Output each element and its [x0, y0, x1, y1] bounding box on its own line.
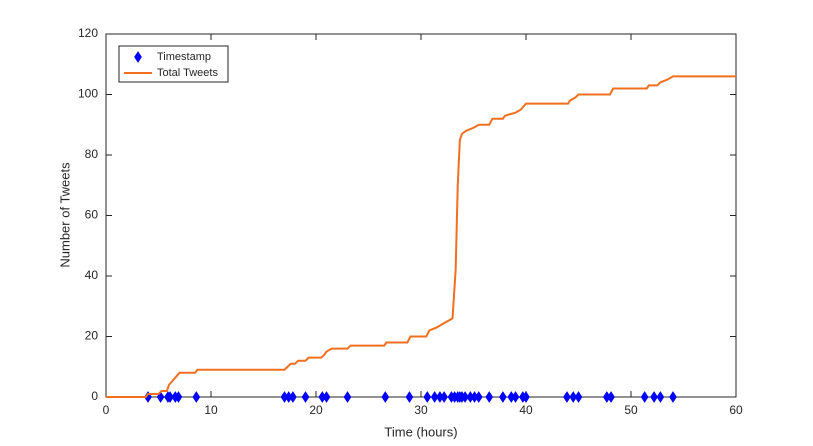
x-tick-label: 20 — [309, 403, 323, 417]
x-tick-label: 30 — [414, 403, 428, 417]
data-point — [474, 391, 483, 403]
legend-box — [118, 45, 229, 83]
x-axis-label: Time (hours) — [384, 424, 457, 439]
data-point — [423, 391, 432, 403]
y-tick-label: 80 — [85, 147, 99, 161]
data-point — [569, 391, 578, 403]
x-tick-label: 0 — [103, 403, 110, 417]
data-point — [322, 391, 331, 403]
data-point — [192, 391, 201, 403]
y-tick-label: 40 — [85, 268, 99, 282]
x-tick-label: 10 — [204, 403, 218, 417]
y-tick-label: 100 — [78, 87, 98, 101]
axes-box — [105, 33, 737, 398]
data-point — [656, 391, 665, 403]
y-axis-label: Number of Tweets — [57, 162, 72, 268]
data-point — [430, 391, 439, 403]
data-point — [289, 391, 297, 403]
data-point — [301, 391, 310, 403]
y-tick-label: 0 — [91, 389, 98, 403]
data-point — [650, 391, 658, 403]
x-tick-label: 50 — [624, 403, 638, 417]
y-tick-label: 60 — [85, 208, 99, 222]
data-point — [174, 391, 183, 403]
data-point — [574, 391, 583, 403]
data-point — [461, 391, 469, 403]
data-point — [405, 391, 414, 403]
data-point — [607, 391, 615, 403]
data-point — [511, 391, 520, 403]
data-point — [499, 391, 507, 403]
data-point — [563, 391, 571, 403]
x-tick-label: 60 — [729, 403, 743, 417]
data-point — [381, 391, 390, 403]
data-point — [440, 391, 448, 403]
x-tick-label: 40 — [519, 403, 533, 417]
legend-marker — [134, 51, 142, 63]
data-point — [522, 391, 530, 403]
legend-label: Timestamp — [157, 51, 211, 63]
data-point — [640, 391, 649, 403]
y-tick-label: 120 — [78, 26, 98, 40]
data-point — [669, 391, 677, 403]
data-line — [106, 75, 736, 398]
y-tick-label: 20 — [85, 329, 99, 343]
data-point — [343, 391, 352, 403]
legend-label: Total Tweets — [157, 67, 218, 79]
data-point — [166, 391, 174, 403]
data-point — [485, 391, 494, 403]
